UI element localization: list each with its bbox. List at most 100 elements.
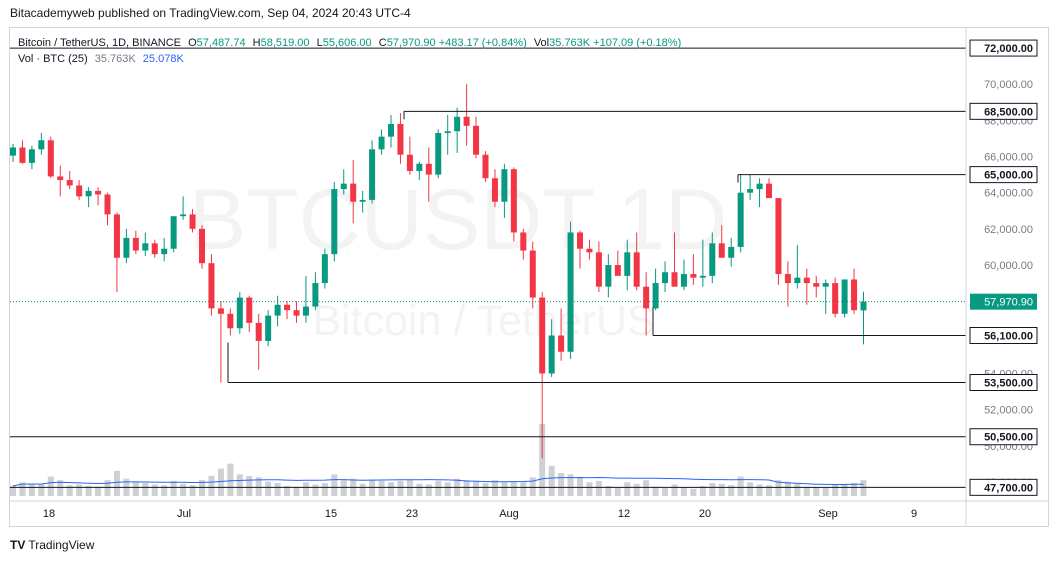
candle-body (425, 163, 432, 175)
volume-bar (614, 488, 621, 496)
volume-bar (643, 480, 650, 496)
candle-body (699, 275, 706, 278)
candle-body (47, 140, 54, 177)
last-price-tag (970, 293, 1037, 310)
legend-symbol[interactable]: Bitcoin / TetherUS, 1D, BINANCE (18, 37, 182, 49)
candle-body (454, 116, 461, 132)
volume-bar (624, 482, 631, 496)
candle-body (482, 154, 489, 179)
candle-body (633, 252, 640, 287)
time-tick-label: 15 (325, 508, 337, 520)
candle-body (794, 277, 801, 284)
volume-bar (690, 488, 697, 496)
volume-bar (388, 482, 394, 496)
chart-legend: Bitcoin / TetherUS, 1D, BINANCE O57,487.… (18, 35, 681, 67)
volume-bar (142, 483, 149, 496)
level-price-tag (969, 327, 1038, 344)
candle-body (680, 274, 687, 287)
candle-body (180, 214, 187, 217)
tradingview-brand[interactable]: TV TradingView (10, 538, 94, 552)
volume-bar (435, 480, 442, 496)
candle-body (595, 252, 602, 287)
volume-bar (813, 487, 820, 496)
candle-body (170, 216, 177, 249)
candle-body (217, 308, 224, 314)
legend-volume-study[interactable]: Vol · BTC (25) (18, 53, 88, 65)
candle-body (255, 322, 262, 341)
candle-body (302, 306, 309, 316)
volume-bar (662, 488, 669, 496)
candle-body (586, 248, 593, 253)
time-tick-label: 18 (43, 508, 55, 520)
candle-body (737, 192, 744, 247)
volume-bar (775, 480, 782, 496)
legend-o-value: 57,487.74 (196, 37, 246, 49)
price-tick-label: 66,000.00 (984, 152, 1033, 164)
candle-body (161, 248, 168, 255)
volume-bar (85, 485, 92, 496)
level-price-label: 47,700.00 (984, 482, 1033, 494)
time-tick-label: 12 (618, 508, 630, 520)
candle-body (66, 180, 73, 186)
legend-o-label: O (188, 37, 197, 49)
volume-bar (652, 486, 659, 496)
legend-volume-ma-value: 25.078K (142, 53, 184, 65)
time-tick-label: 23 (406, 508, 418, 520)
volume-bar (567, 474, 574, 496)
volume-bar (784, 481, 791, 496)
level-price-label: 72,000.00 (984, 43, 1033, 55)
candle-body (416, 163, 423, 171)
volume-bar (284, 485, 291, 496)
volume-bar (359, 483, 366, 496)
candle-body (652, 283, 659, 309)
volume-bar (491, 480, 498, 496)
volume-bar (473, 480, 480, 496)
volume-bar (803, 486, 810, 496)
volume-bar (180, 483, 187, 496)
volume-bar (680, 487, 687, 496)
watermark-layer: BTCUSDT 1D Bitcoin / TetherUS (189, 172, 727, 345)
volume-bar (246, 475, 253, 496)
candle-layer (10, 84, 867, 459)
volume-bar (28, 483, 35, 496)
candle-body (539, 297, 546, 374)
volume-bar (794, 483, 801, 496)
volume-bar (709, 483, 716, 496)
volume-bar (841, 483, 848, 496)
candle-body (321, 254, 328, 284)
volume-bar (199, 480, 205, 496)
candle-body (803, 277, 810, 284)
candle-body (473, 125, 480, 155)
legend-c-value: 57,970.90 (386, 37, 436, 49)
volume-bar (851, 483, 858, 496)
candle-body (435, 133, 442, 175)
candle-body (709, 243, 716, 276)
volume-bar (548, 465, 555, 496)
volume-bar (416, 483, 423, 496)
volume-bar (104, 480, 111, 496)
candle-body (671, 272, 678, 287)
candle-body (690, 274, 697, 278)
time-tick-label: 9 (911, 508, 917, 520)
volume-bar (822, 488, 829, 496)
candle-body (841, 279, 848, 314)
time-tick-label: 20 (699, 508, 711, 520)
volume-bar (340, 480, 347, 496)
candle-body (265, 315, 272, 341)
candle-body (28, 149, 35, 163)
time-tick-label: Sep (818, 508, 838, 520)
candle-body (747, 189, 754, 193)
volume-bar (293, 486, 300, 496)
candle-body (350, 183, 357, 202)
candle-body (10, 147, 16, 156)
volume-bar (189, 485, 196, 496)
candle-body (718, 243, 725, 258)
level-price-label: 68,500.00 (984, 106, 1033, 118)
chart-frame[interactable] (9, 27, 1049, 527)
candle-body (369, 149, 376, 200)
candle-body (775, 198, 782, 275)
volume-bar (577, 477, 583, 496)
candle-body (444, 131, 451, 134)
volume-bar (520, 482, 527, 496)
